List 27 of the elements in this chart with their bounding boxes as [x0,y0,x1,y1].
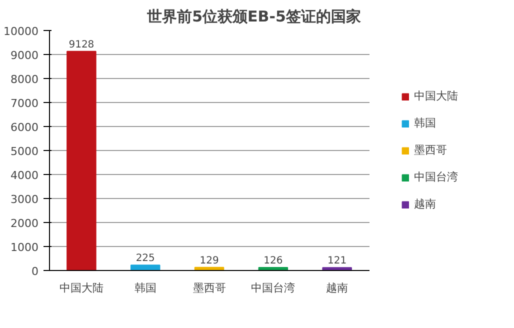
data-label: 225 [136,253,155,264]
x-tick-label: 中国大陆 [59,282,104,294]
y-tick-label: 5000 [10,145,39,158]
data-label: 126 [264,255,283,266]
chart-title: 世界前5位获颁EB-5签证的国家 [146,8,361,26]
y-tick-label: 8000 [10,73,39,86]
x-tick-label: 越南 [326,282,348,294]
y-tick-label: 9000 [10,49,39,62]
y-tick-label: 4000 [10,169,39,182]
legend-label: 中国台湾 [414,170,458,184]
y-tick-label: 10000 [4,25,39,38]
y-tick-label: 3000 [10,193,39,206]
data-label: 121 [328,256,347,267]
x-tick-label: 中国台湾 [251,282,296,294]
x-tick-label: 韩国 [134,282,156,294]
x-tick-label: 墨西哥 [192,282,226,294]
data-label: 129 [200,255,219,266]
y-tick-label: 1000 [10,241,39,254]
y-tick-label: 0 [32,265,38,278]
y-tick-label: 6000 [10,121,39,134]
legend-label: 韩国 [414,116,436,130]
y-tick-label: 2000 [10,217,39,230]
legend-label: 中国大陆 [414,88,458,104]
legend-label: 越南 [414,196,436,212]
y-tick-label: 7000 [10,97,39,110]
legend-label: 墨西哥 [414,142,447,158]
data-label: 9128 [68,39,94,50]
